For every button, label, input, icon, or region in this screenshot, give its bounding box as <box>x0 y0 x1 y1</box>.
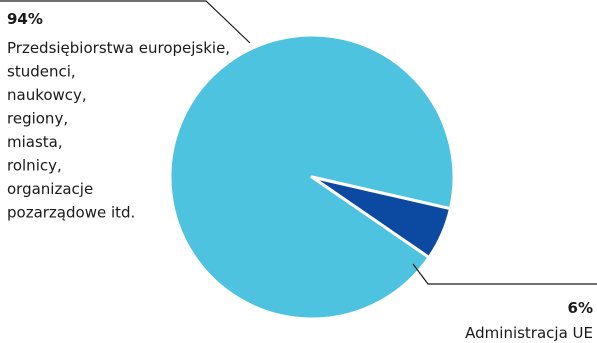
pie-slices <box>168 33 456 321</box>
leader-line-eu-administration <box>412 263 597 285</box>
leader-line-others <box>0 0 251 44</box>
pie-slice-eu-administration <box>310 175 452 259</box>
leader-lines <box>0 0 597 285</box>
data-label-text-others-line-1: Przedsiębiorstwa europejskie, <box>7 39 230 57</box>
data-label-text-others-line-6: rolnicy, <box>7 157 62 175</box>
data-label-percent-others: 94% <box>7 10 43 28</box>
data-label-text-others-line-7: organizacje <box>7 180 93 198</box>
data-label-text-eu-administration-line-1: Administracja UE <box>465 324 593 342</box>
slice-labels: 94% Przedsiębiorstwa europejskie, studenci… <box>7 10 593 342</box>
data-label-text-others-line-8: pozarządowe itd. <box>7 204 135 222</box>
data-label-text-others-line-3: naukowcy, <box>7 86 87 104</box>
data-label-percent-eu-administration: 6% <box>568 299 593 317</box>
data-label-text-others-line-5: miasta, <box>7 133 63 151</box>
data-label-text-others-line-4: regiony, <box>7 110 68 128</box>
data-label-text-others-line-2: studenci, <box>7 63 76 81</box>
